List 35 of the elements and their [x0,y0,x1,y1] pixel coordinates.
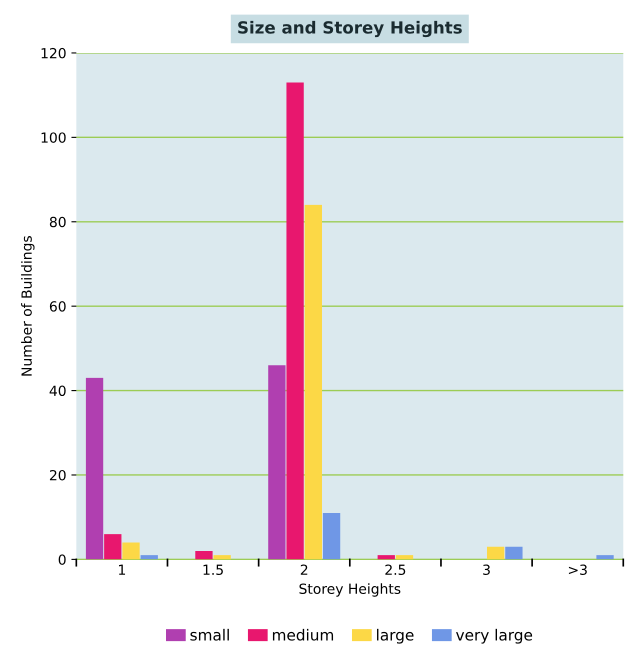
y-tick-label: 120 [42,48,66,58]
x-tick-label: 1 [119,564,126,575]
x-tick-label: >3 [568,564,587,575]
bar [122,542,140,560]
x-axis-title: Storey Heights [299,583,400,597]
bar [396,555,414,560]
y-tick-label: 80 [50,216,66,228]
bar [195,550,213,560]
y-tick-label: 100 [42,132,66,143]
bar [268,365,286,560]
y-tick-label: 20 [50,470,66,480]
legend-label: very large [456,628,532,644]
bar [486,546,504,560]
legend-label: large [377,628,414,644]
bar [104,534,122,560]
legend-label: medium [272,628,334,641]
bar [322,512,340,560]
x-tick-label: 3 [483,564,490,575]
legend-label: small [190,628,229,641]
x-tick-label: 1.5 [204,564,223,575]
bar [86,378,104,560]
bar [304,204,322,560]
bar [140,555,158,560]
bar [214,555,231,560]
y-tick-label: 0 [58,554,66,565]
y-tick-label: 60 [50,301,66,312]
chart-title: Size and Storey Heights [238,20,462,38]
y-axis-title: Number of Buildings [21,236,35,376]
bar [596,555,614,560]
bar [286,82,304,560]
bar [505,546,523,560]
x-tick-label: 2.5 [385,564,406,575]
bar [378,555,395,560]
y-tick-label: 40 [50,386,66,396]
x-tick-label: 2 [300,564,308,575]
